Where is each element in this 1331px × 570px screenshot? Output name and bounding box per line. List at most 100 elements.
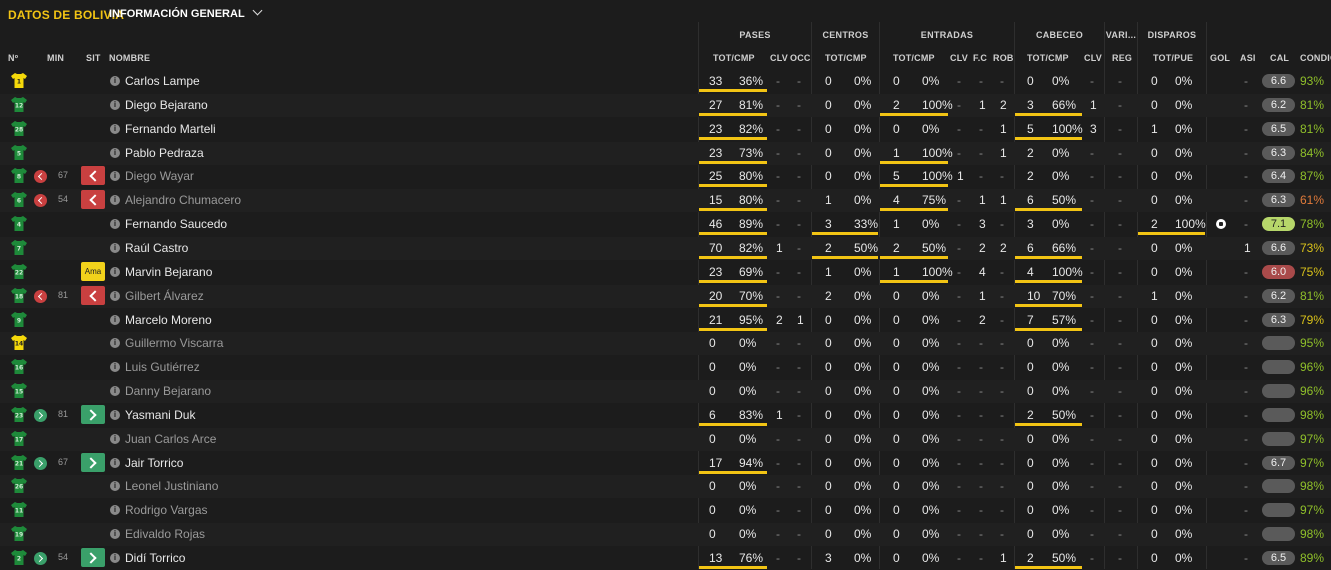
pases-occ: - xyxy=(797,503,801,518)
player-name[interactable]: Gilbert Álvarez xyxy=(125,288,204,303)
info-icon[interactable]: i xyxy=(110,314,120,325)
player-name[interactable]: Leonel Justiniano xyxy=(125,479,219,494)
entradas-bar xyxy=(880,255,948,259)
table-row[interactable]: 23 81 i Yasmani Duk 6 83% 1-0 0% 0 0% - - -2 50% - -0 0%… xyxy=(0,404,1331,427)
player-name[interactable]: Diego Bejarano xyxy=(125,97,208,112)
table-row[interactable]: 17 i Juan Carlos Arce 0 0% - - 0 0% 0 0% - - - 0 0% - - 0 0… xyxy=(0,427,1331,451)
col-header-cabeceo-tot[interactable]: TOT/CMP xyxy=(1027,53,1069,63)
info-icon[interactable]: i xyxy=(110,338,120,349)
entradas-fc: 3 xyxy=(979,217,986,232)
col-header-entradas-rob[interactable]: ROB xyxy=(993,53,1014,63)
cabeceo-pct: 50% xyxy=(1052,407,1077,422)
info-icon[interactable]: i xyxy=(110,195,120,206)
info-icon[interactable]: i xyxy=(110,529,120,540)
table-row[interactable]: 6 54 i Alejandro Chumacero 15 80% - -1 0% 4 75% -1 1… xyxy=(0,189,1331,213)
col-header-nombre[interactable]: NOMBRE xyxy=(109,53,151,63)
table-row[interactable]: 9 i Marcelo Moreno 21 95% 2 1 0 0% 0 0% -2-7 57% - -0 0… xyxy=(0,309,1331,332)
info-icon[interactable]: i xyxy=(110,171,120,182)
info-icon[interactable]: i xyxy=(110,99,120,110)
table-row[interactable]: 22 Ama i Marvin Bejarano 23 69% - -1 0% 1 100% -4-4… xyxy=(0,261,1331,284)
player-name[interactable]: Raúl Castro xyxy=(125,240,189,255)
player-name[interactable]: Alejandro Chumacero xyxy=(125,193,242,208)
centros-total: 0 xyxy=(825,479,832,494)
info-icon[interactable]: i xyxy=(110,242,120,253)
info-icon[interactable]: i xyxy=(110,409,120,420)
player-name[interactable]: Fernando Marteli xyxy=(125,121,216,136)
regates-value: - xyxy=(1118,193,1122,208)
table-row[interactable]: 18 81 i Gilbert Álvarez 20 70% - -2 0% 0 0% -1-10 70… xyxy=(0,284,1331,308)
col-header-num[interactable]: Nº xyxy=(8,53,19,63)
col-header-reg[interactable]: REG xyxy=(1112,53,1133,63)
table-row[interactable]: 7 i Raúl Castro 70 82% 1-2 50% 2 50% -2 2 6 66% - -0 0%… xyxy=(0,236,1331,260)
view-selector[interactable]: INFORMACIÓN GENERAL xyxy=(109,5,263,20)
info-icon[interactable]: i xyxy=(110,123,120,134)
col-header-gol[interactable]: GOL xyxy=(1210,53,1231,63)
table-row[interactable]: 15 i Danny Bejarano 0 0% - - 0 0% 0 0% - - - 0 0% - - 0 0% -… xyxy=(0,380,1331,404)
col-header-entradas-clv[interactable]: CLV xyxy=(950,53,968,63)
col-header-entradas-tot[interactable]: TOT/CMP xyxy=(893,53,935,63)
info-icon[interactable]: i xyxy=(110,386,120,397)
info-icon[interactable]: i xyxy=(110,505,120,516)
player-name[interactable]: Carlos Lampe xyxy=(125,74,200,88)
player-name[interactable]: Yasmani Duk xyxy=(125,407,196,422)
table-row[interactable]: 16 i Luis Gutiérrez 0 0% - - 0 0% 0 0% - - - 0 0% - - 0 0% -… xyxy=(0,356,1331,379)
pases-bar xyxy=(699,279,767,283)
table-row[interactable]: 14 i Guillermo Viscarra 0 0% - - 0 0% 0 0% - - - 0 0% - -… xyxy=(0,332,1331,356)
info-icon[interactable]: i xyxy=(110,219,120,230)
player-name[interactable]: Danny Bejarano xyxy=(125,384,212,399)
player-name[interactable]: Jair Torrico xyxy=(125,455,184,470)
info-icon[interactable]: i xyxy=(110,457,120,468)
col-header-pases-clv[interactable]: CLV xyxy=(770,53,788,63)
col-header-pases-occ[interactable]: OCC xyxy=(790,53,811,63)
player-name[interactable]: Marvin Bejarano xyxy=(125,264,213,279)
player-name[interactable]: Fernando Saucedo xyxy=(125,217,228,232)
minute-value: 81 xyxy=(58,408,69,419)
table-row[interactable]: 12 i Diego Bejarano 27 81% - -0 0% 2 100% -1 2 3 66% 1… xyxy=(0,93,1331,117)
col-header-condic[interactable]: CONDIC xyxy=(1300,53,1331,63)
table-row[interactable]: 28 i Fernando Marteli 23 82% - -0 0% 0 0% - -1 5 100%… xyxy=(0,118,1331,141)
table-row[interactable]: 11 i Rodrigo Vargas 0 0% - - 0 0% 0 0% - - - 0 0% - - 0 0% -… xyxy=(0,499,1331,522)
disparos-pct: 0% xyxy=(1175,479,1193,494)
col-header-entradas-fc[interactable]: F.C xyxy=(973,53,988,63)
player-name[interactable]: Didí Torrico xyxy=(125,551,186,565)
info-icon[interactable]: i xyxy=(110,553,120,563)
table-row[interactable]: 1 i Carlos Lampe 33 36% - -0 0% 0 0% - - -0 0% - -0 0% -6… xyxy=(0,70,1331,93)
svg-text:12: 12 xyxy=(15,102,23,109)
player-name[interactable]: Pablo Pedraza xyxy=(125,145,204,160)
col-header-cal[interactable]: CAL xyxy=(1270,53,1290,63)
col-header-pases-tot[interactable]: TOT/CMP xyxy=(713,53,755,63)
player-name[interactable]: Luis Gutiérrez xyxy=(125,360,200,375)
info-icon[interactable]: i xyxy=(110,76,120,86)
table-row[interactable]: 2 54 i Didí Torrico 13 76% - -3 0% 0 0% - -1 2 50% - -0 0… xyxy=(0,547,1331,570)
info-icon[interactable]: i xyxy=(110,481,120,492)
pases-clv: - xyxy=(776,431,780,446)
info-icon[interactable]: i xyxy=(110,362,120,373)
player-name[interactable]: Guillermo Viscarra xyxy=(125,336,224,351)
player-name[interactable]: Juan Carlos Arce xyxy=(125,431,217,446)
info-icon[interactable]: i xyxy=(110,266,120,277)
col-header-asi[interactable]: ASI xyxy=(1240,53,1256,63)
disparos-pct: 0% xyxy=(1175,288,1193,303)
table-row[interactable]: 8 67 i Diego Wayar 25 80% - -0 0% 5 100% 1- -2 0% - -0 0… xyxy=(0,165,1331,188)
svg-text:23: 23 xyxy=(15,412,23,419)
player-name[interactable]: Marcelo Moreno xyxy=(125,312,212,327)
regates-value: - xyxy=(1118,431,1122,446)
table-row[interactable]: 19 i Edivaldo Rojas 0 0% - - 0 0% 0 0% - - - 0 0% - - 0 0% -… xyxy=(0,523,1331,547)
pases-occ: - xyxy=(797,407,801,422)
pases-occ: - xyxy=(797,527,801,542)
table-row[interactable]: 26 i Leonel Justiniano 0 0% - - 0 0% 0 0% - - - 0 0% - - 0… xyxy=(0,475,1331,499)
info-icon[interactable]: i xyxy=(110,147,120,158)
col-header-min[interactable]: MIN xyxy=(47,53,65,63)
col-header-sit[interactable]: SIT xyxy=(86,53,101,63)
col-header-cabeceo-clv[interactable]: CLV xyxy=(1084,53,1102,63)
player-name[interactable]: Diego Wayar xyxy=(125,169,194,184)
info-icon[interactable]: i xyxy=(110,290,120,301)
table-row[interactable]: 21 67 i Jair Torrico 17 94% - -0 0% 0 0% - - -0 0% - -0 0… xyxy=(0,452,1331,475)
table-row[interactable]: 5 i Pablo Pedraza 23 73% - -0 0% 1 100% - -1 2 0% - -0 0… xyxy=(0,141,1331,165)
player-name[interactable]: Rodrigo Vargas xyxy=(125,503,208,518)
col-header-disparos-tot[interactable]: TOT/PUE xyxy=(1153,53,1194,63)
table-row[interactable]: 4 i Fernando Saucedo 46 89% - -3 33% 1 0% -3-3 0% - -… xyxy=(0,213,1331,236)
player-name[interactable]: Edivaldo Rojas xyxy=(125,527,206,542)
col-header-centros-tot[interactable]: TOT/CMP xyxy=(825,53,867,63)
info-icon[interactable]: i xyxy=(110,433,120,444)
